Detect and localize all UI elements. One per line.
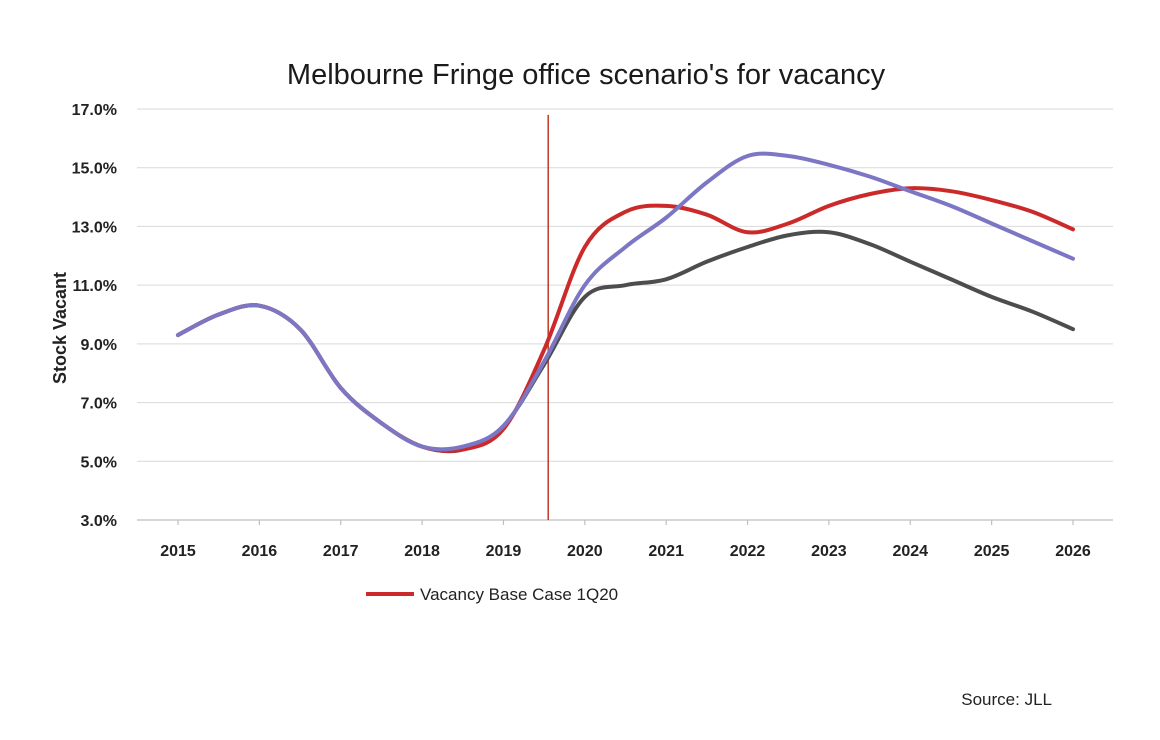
y-tick-labels: 3.0% 5.0% 7.0% 9.0% 11.0% 13.0% 15.0% 17.0% <box>72 102 117 530</box>
legend-label-base-case: Vacancy Base Case 1Q20 <box>420 585 618 604</box>
y-tick-label: 3.0% <box>81 513 117 530</box>
legend: Vacancy Base Case 1Q20 <box>366 585 618 604</box>
y-axis-label: Stock Vacant <box>50 272 70 384</box>
x-tick-label: 2017 <box>323 543 359 560</box>
y-tick-label: 13.0% <box>72 219 117 236</box>
x-tick-label: 2025 <box>974 543 1010 560</box>
y-tick-label: 9.0% <box>81 337 117 354</box>
series-grey-line <box>176 229 1075 454</box>
x-tick-label: 2016 <box>242 543 278 560</box>
y-tick-label: 5.0% <box>81 454 117 471</box>
x-tick-label: 2020 <box>567 543 603 560</box>
x-tick-label: 2023 <box>811 543 847 560</box>
x-tick-label: 2015 <box>160 543 196 560</box>
x-tick-label: 2019 <box>486 543 522 560</box>
series-lines <box>176 151 1075 454</box>
chart-title: Melbourne Fringe office scenario's for v… <box>287 59 886 91</box>
x-tick-labels: 2015 2016 2017 2018 2019 2020 2021 2022 2023 2024… <box>160 520 1091 560</box>
y-tick-label: 7.0% <box>81 396 117 413</box>
x-tick-label: 2021 <box>648 543 684 560</box>
y-tick-label: 11.0% <box>73 278 117 295</box>
x-tick-label: 2018 <box>404 543 440 560</box>
x-tick-label: 2026 <box>1055 543 1091 560</box>
source-note: Source: JLL <box>961 690 1052 709</box>
series-purple-line <box>176 151 1075 452</box>
y-tick-label: 15.0% <box>72 161 117 178</box>
x-tick-label: 2024 <box>892 543 928 560</box>
y-tick-label: 17.0% <box>72 102 117 119</box>
x-tick-label: 2022 <box>730 543 766 560</box>
series-base-case-line <box>176 186 1075 454</box>
